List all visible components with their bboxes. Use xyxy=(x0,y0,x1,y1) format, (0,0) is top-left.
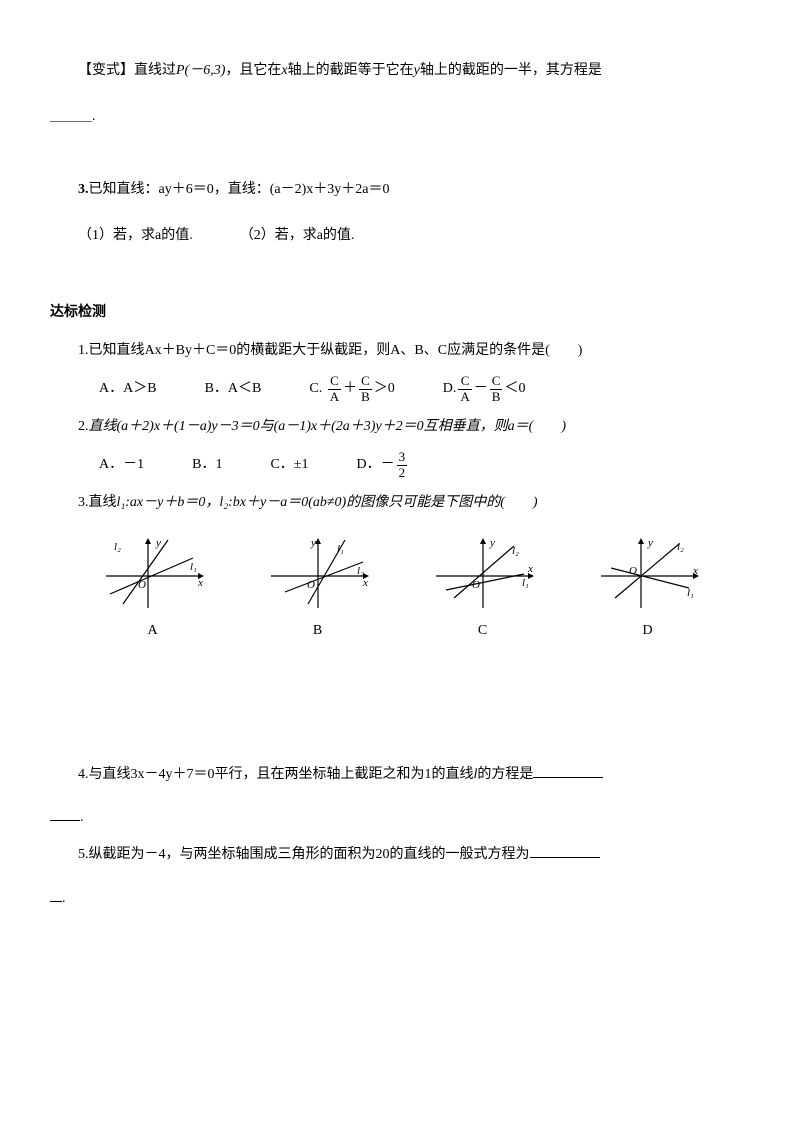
svg-text:l₁: l₁ xyxy=(687,587,694,599)
q5-tail: . xyxy=(50,887,750,910)
graph-label-C: C xyxy=(400,620,565,642)
svg-text:l₂: l₂ xyxy=(357,565,364,577)
q1-options: A．A＞B B．A＜B C. CA＋CB＞0 D.CA－CB＜0 xyxy=(99,374,750,404)
svg-text:x: x xyxy=(692,565,698,577)
q4-blank xyxy=(533,763,603,778)
top-q3-subs: （1）若，求a的值. （2）若，求a的值. xyxy=(50,225,750,247)
svg-text:x: x xyxy=(197,577,203,589)
graph-row: y x Ol₁ l₂ Ay x Ol₁ l₂ By x Ol₁ l₂ Cy x Ol₁ l₂ D xyxy=(70,534,730,642)
svg-text:l₁: l₁ xyxy=(190,561,197,573)
svg-text:y: y xyxy=(489,537,495,549)
q4-text: 4.与直线3x－4y＋7＝0平行，且在两坐标轴上截距之和为1的直线l的方程是 xyxy=(50,763,750,786)
svg-text:l₁: l₁ xyxy=(337,543,344,555)
q5-text: 5.纵截距为－4，与两坐标轴围成三角形的面积为20的直线的一般式方程为 xyxy=(50,843,750,866)
q1-text: 1.已知直线Ax＋By＋C＝0的横截距大于纵截距，则A、B、C应满足的条件是( … xyxy=(50,340,750,362)
svg-text:O: O xyxy=(629,565,637,577)
variant-blank-line: ＿＿＿. xyxy=(50,106,750,128)
graph-label-D: D xyxy=(565,620,730,642)
graph-A: y x Ol₁ l₂ A xyxy=(70,534,235,642)
svg-text:l₂: l₂ xyxy=(677,541,684,553)
q2-optB: B．1 xyxy=(192,454,222,476)
graph-label-B: B xyxy=(235,620,400,642)
svg-text:O: O xyxy=(138,579,146,591)
q2-optD: D．－32 xyxy=(357,450,410,480)
svg-text:x: x xyxy=(527,563,533,575)
q1-optC: C. CA＋CB＞0 xyxy=(309,374,394,404)
graph-B: y x Ol₁ l₂ B xyxy=(235,534,400,642)
svg-text:O: O xyxy=(472,579,480,591)
svg-text:x: x xyxy=(362,577,368,589)
q1-optB: B．A＜B xyxy=(205,378,262,400)
q5-blank xyxy=(530,843,600,858)
variant-label: 【变式】 xyxy=(78,63,134,78)
svg-text:l₂: l₂ xyxy=(114,541,121,553)
svg-text:l₁: l₁ xyxy=(522,577,529,589)
svg-text:y: y xyxy=(310,537,316,549)
q3-text: 3.直线l₁:ax－y＋b＝0，l₂:bx＋y－a＝0(ab≠0)的图像只可能是… xyxy=(50,492,750,514)
variant-problem: 【变式】直线过P(－6,3)，且它在x轴上的截距等于它在y轴上的截距的一半，其方… xyxy=(50,60,750,82)
svg-text:l₂: l₂ xyxy=(512,545,519,557)
q1-optD: D.CA－CB＜0 xyxy=(443,374,526,404)
svg-text:O: O xyxy=(307,579,315,591)
section-title: 达标检测 xyxy=(50,302,750,324)
graph-D: y x Ol₁ l₂ D xyxy=(565,534,730,642)
q2-options: A．－1 B．1 C．±1 D．－32 xyxy=(99,450,750,480)
q1-optA: A．A＞B xyxy=(99,378,157,400)
q2-optA: A．－1 xyxy=(99,454,144,476)
q2-optC: C．±1 xyxy=(270,454,308,476)
graph-C: y x Ol₁ l₂ C xyxy=(400,534,565,642)
q2-text: 2.直线(a＋2)x＋(1－a)y－3＝0与(a－1)x＋(2a＋3)y＋2＝0… xyxy=(50,416,750,438)
q4-tail: . xyxy=(50,806,750,829)
top-q3: 3.已知直线：ay＋6＝0，直线：(a－2)x＋3y＋2a＝0 xyxy=(50,179,750,201)
graph-label-A: A xyxy=(70,620,235,642)
svg-text:y: y xyxy=(647,537,653,549)
svg-text:y: y xyxy=(155,537,161,549)
